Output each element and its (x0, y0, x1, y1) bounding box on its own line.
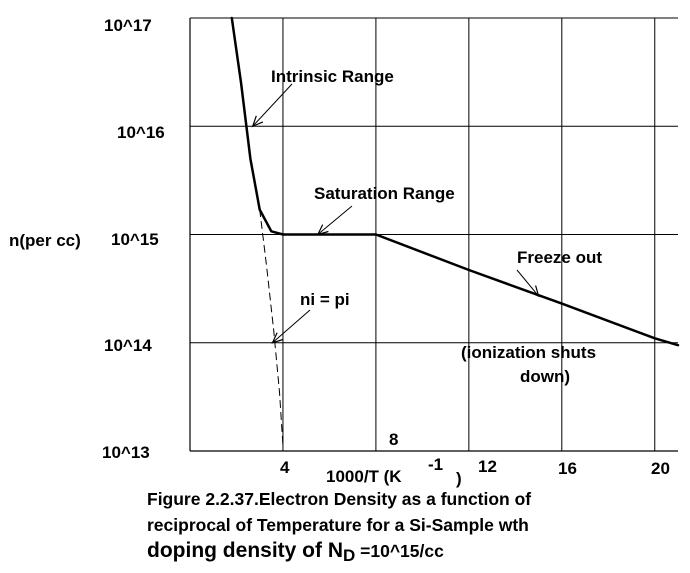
caption-line: doping density of ND =10^15/cc (147, 538, 687, 569)
x-tick-label: 8 (389, 430, 398, 449)
y-tick-label: 10^15 (111, 230, 159, 249)
annotation-arrow-line (272, 309, 311, 344)
x-tick-label: 4 (280, 458, 290, 477)
annotation-arrow-line (252, 83, 293, 127)
annotation-arrowhead (251, 115, 264, 128)
series-line-solid (230, 16, 680, 347)
electron-density-chart: n(per cc) 10^17 10^16 10^15 10^14 10^13 … (9, 16, 680, 488)
y-tick-label: 10^17 (104, 16, 152, 35)
annotation-arrowhead (528, 285, 540, 298)
annotation-arrows (251, 83, 540, 344)
annotation-ionization: (ionization shuts (461, 343, 596, 362)
x-tick-label: 12 (478, 457, 497, 476)
caption-line: Figure 2.2.37.Electron Density as a func… (147, 489, 532, 509)
x-axis-label-close: ) (456, 469, 462, 488)
figure-caption: Figure 2.2.37.Electron Density as a func… (147, 486, 687, 569)
annotation-ionization-down: down) (520, 367, 570, 386)
caption-text: =10^15/cc (355, 541, 444, 561)
y-tick-label: 10^16 (117, 123, 165, 142)
annotation-arrow-line (317, 205, 353, 235)
caption-subscript: D (342, 546, 356, 565)
annotation-ni-pi: ni = pi (300, 290, 350, 309)
x-tick-label: 20 (651, 459, 670, 478)
series-layer (230, 16, 680, 447)
y-axis-label: n(per cc) (9, 231, 81, 250)
annotation-arrow-line (516, 269, 539, 297)
y-tick-label: 10^14 (104, 336, 152, 355)
annotation-freeze-out: Freeze out (517, 248, 602, 267)
x-axis-label: 1000/T (K (326, 467, 402, 486)
caption-text: doping density of N (147, 539, 343, 562)
x-tick-label: 16 (558, 459, 577, 478)
series-line-dashed (259, 209, 284, 447)
axes (189, 18, 678, 452)
annotation-saturation-range: Saturation Range (314, 184, 455, 203)
annotation-intrinsic-range: Intrinsic Range (271, 67, 394, 86)
annotation-arrowhead (316, 224, 329, 236)
caption-line: reciprocal of Temperature for a Si-Sampl… (147, 515, 529, 535)
annotation-arrowhead (271, 332, 284, 344)
x-axis-label-exponent: -1 (428, 455, 443, 474)
y-tick-label: 10^13 (102, 443, 150, 462)
